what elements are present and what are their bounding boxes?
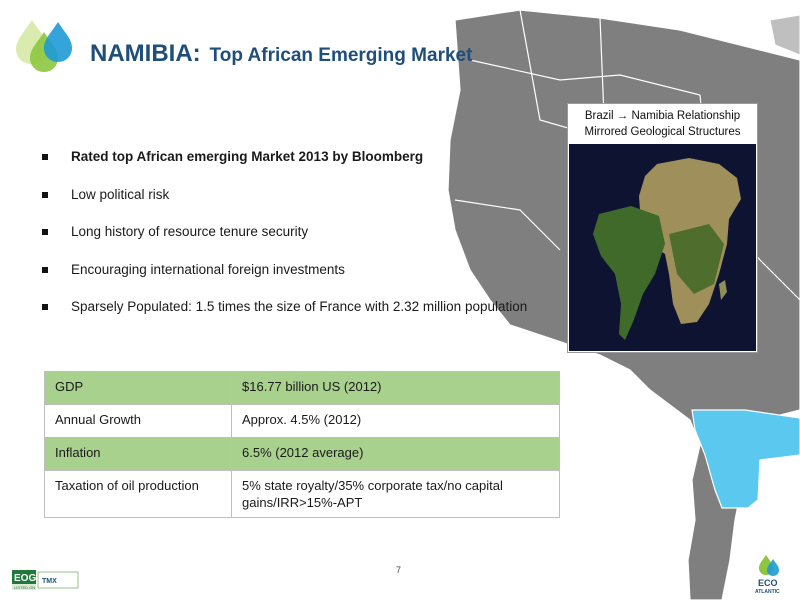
drop-blue-icon xyxy=(44,22,72,62)
table-row: Annual Growth Approx. 4.5% (2012) xyxy=(44,404,560,438)
bullet-item: Long history of resource tenure security xyxy=(40,221,527,259)
square-bullet-icon xyxy=(42,229,48,235)
square-bullet-icon xyxy=(42,266,48,273)
bullet-text: Sparsely Populated: 1.5 times the size o… xyxy=(71,299,528,314)
bullet-list: Rated top African emerging Market 2013 b… xyxy=(40,146,527,334)
page-title: NAMIBIA: Top African Emerging Market xyxy=(90,32,472,69)
table-label-cell: GDP xyxy=(44,371,232,405)
namibia-highlight xyxy=(691,409,800,509)
table-row: Inflation 6.5% (2012 average) xyxy=(44,437,560,471)
eco-atlantic-text: ATLANTIC xyxy=(755,589,780,595)
caption-line-1: Brazil → Namibia Relationship xyxy=(584,110,741,122)
eog-tmx-logo: EOG LISTED ON TMX xyxy=(12,570,79,590)
eco-atlantic-logo: ECO ATLANTIC xyxy=(755,555,780,595)
bullet-item: Low political risk xyxy=(40,184,527,222)
bullet-text: Long history of resource tenure security xyxy=(71,224,309,239)
title-country: NAMIBIA: xyxy=(90,40,201,67)
table-row: GDP $16.77 billion US (2012) xyxy=(44,371,560,405)
africa-green-area xyxy=(669,224,724,294)
bullet-text: Rated top African emerging Market 2013 b… xyxy=(71,149,424,164)
table-row: Taxation of oil production 5% state roya… xyxy=(44,470,560,518)
madagascar-shape xyxy=(719,280,727,300)
arabia-landmass xyxy=(769,14,800,56)
border-line-4 xyxy=(454,199,561,251)
brazil-namibia-image-box: Brazil → Namibia Relationship Mirrored G… xyxy=(567,103,758,353)
economic-stats-table: GDP $16.77 billion US (2012) Annual Grow… xyxy=(44,371,560,518)
table-value-cell: $16.77 billion US (2012) xyxy=(231,371,560,405)
table-value-cell: 6.5% (2012 average) xyxy=(231,437,560,471)
eco-drops-logo xyxy=(16,20,72,72)
brazil-caption: Brazil → Namibia Relationship Mirrored G… xyxy=(568,108,757,140)
south-america-satellite-shape xyxy=(593,206,665,340)
bullet-text: Low political risk xyxy=(71,186,170,202)
eco-logo-text: ECO xyxy=(758,578,778,588)
page-number: 7 xyxy=(396,565,402,575)
table-label-cell: Annual Growth xyxy=(44,404,232,438)
table-value-cell: 5% state royalty/35% corporate tax/no ca… xyxy=(231,470,560,518)
bullet-item: Encouraging international foreign invest… xyxy=(40,259,527,297)
tmx-logo-text: TMX xyxy=(42,578,57,585)
bullet-item: Sparsely Populated: 1.5 times the size o… xyxy=(40,296,527,334)
bullet-item: Rated top African emerging Market 2013 b… xyxy=(40,146,527,184)
table-label-cell: Inflation xyxy=(44,437,232,471)
square-bullet-icon xyxy=(42,304,48,310)
eog-listed-text: LISTED ON xyxy=(14,585,35,590)
border-line-1 xyxy=(469,59,701,96)
square-bullet-icon xyxy=(42,191,48,198)
square-bullet-icon xyxy=(42,154,48,160)
continents-fit-image xyxy=(569,144,756,351)
title-subtitle: Top African Emerging Market xyxy=(209,45,473,66)
caption-line-2: Mirrored Geological Structures xyxy=(584,126,741,138)
eog-logo-text: EOG xyxy=(14,573,36,584)
table-value-cell: Approx. 4.5% (2012) xyxy=(231,404,560,438)
bullet-text: Encouraging international foreign invest… xyxy=(71,261,345,277)
table-label-cell: Taxation of oil production xyxy=(44,470,232,518)
eco-drop-blue-icon xyxy=(767,559,779,576)
